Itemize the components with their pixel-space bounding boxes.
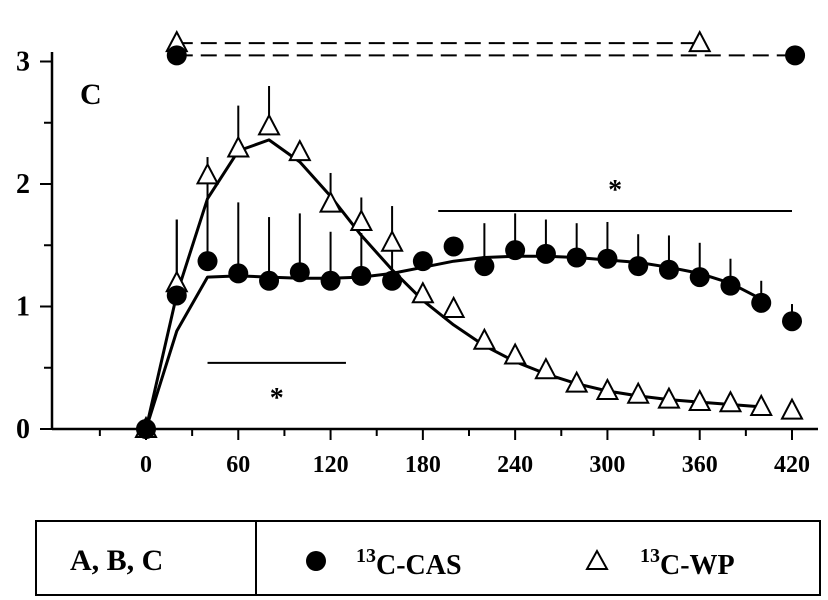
data-point [474,256,495,277]
data-point [228,263,249,284]
y-tick-label: 0 [16,414,30,445]
data-point [288,139,312,162]
data-point [382,270,403,291]
data-point [166,285,187,306]
legend-entry-wp-sup: 13 [640,545,660,567]
data-point [380,229,404,252]
data-point [688,29,712,53]
significance-asterisk: * [270,383,284,414]
legend-group-label: A, B, C [70,544,163,577]
data-point [472,327,497,350]
data-point [412,251,433,272]
data-point [197,251,218,272]
x-tick-label: 300 [589,452,625,478]
significance-asterisk: * [608,175,622,206]
legend-entry-cas-label: C-CAS [376,550,462,581]
data-point [318,190,343,213]
data-point [780,397,804,420]
data-point [785,45,806,66]
data-point [626,381,650,404]
x-tick-label: 60 [226,452,250,478]
panel-label: C [80,78,102,111]
x-tick-label: 180 [405,452,441,478]
significance-markers: ** [207,175,792,414]
data-point [720,275,741,296]
data-point [782,311,802,332]
data-point [658,259,679,280]
data-point [441,295,466,318]
data-point [166,45,187,66]
data-markers [134,113,804,439]
data-point [351,265,372,286]
x-tick-label: 420 [774,452,810,478]
fit-curve-cas [144,254,762,430]
data-point [751,292,772,313]
x-tick-label: 0 [140,452,152,478]
data-point [534,357,558,380]
y-tick-label: 1 [16,292,30,323]
data-point [749,393,773,416]
legend-entry-wp-label: C-WP [660,550,735,581]
data-point [289,262,310,283]
data-point [595,377,620,401]
legend-entry-cas-sup: 13 [356,545,376,567]
data-point [195,162,220,185]
data-point [411,281,435,304]
data-point [503,342,527,365]
legend-marker-wp [585,548,609,570]
reference-lines [165,29,806,66]
data-point [566,247,587,268]
data-point [565,370,589,393]
axes: 0 60 120 180 240 300 360 420 0 1 2 3 [16,47,818,478]
data-point [320,270,341,291]
legend-marker-cas [306,551,326,571]
fit-curve-wp [144,138,762,430]
data-point [257,113,281,136]
legend-frame [35,520,821,596]
data-point [657,386,681,409]
data-point [136,419,156,439]
x-tick-label: 240 [497,452,533,478]
x-tick-label: 360 [682,452,718,478]
data-point [259,270,280,291]
fit-curves [144,138,762,430]
data-point [597,248,618,269]
legend-entry-cas: 13C-CAS [356,545,462,581]
x-tick-label: 120 [313,452,349,478]
y-tick-label: 2 [16,169,30,200]
legend: A, B, C 13C-CAS 13C-WP [35,520,821,596]
data-point [505,240,526,261]
data-point [226,135,250,158]
data-point [628,256,649,277]
data-point [689,267,710,288]
y-tick-label: 3 [16,47,30,78]
data-point [443,236,464,257]
legend-entry-wp: 13C-WP [640,545,735,581]
data-point [688,388,712,412]
data-point [535,243,556,264]
data-point [718,390,743,413]
data-point [349,208,373,231]
